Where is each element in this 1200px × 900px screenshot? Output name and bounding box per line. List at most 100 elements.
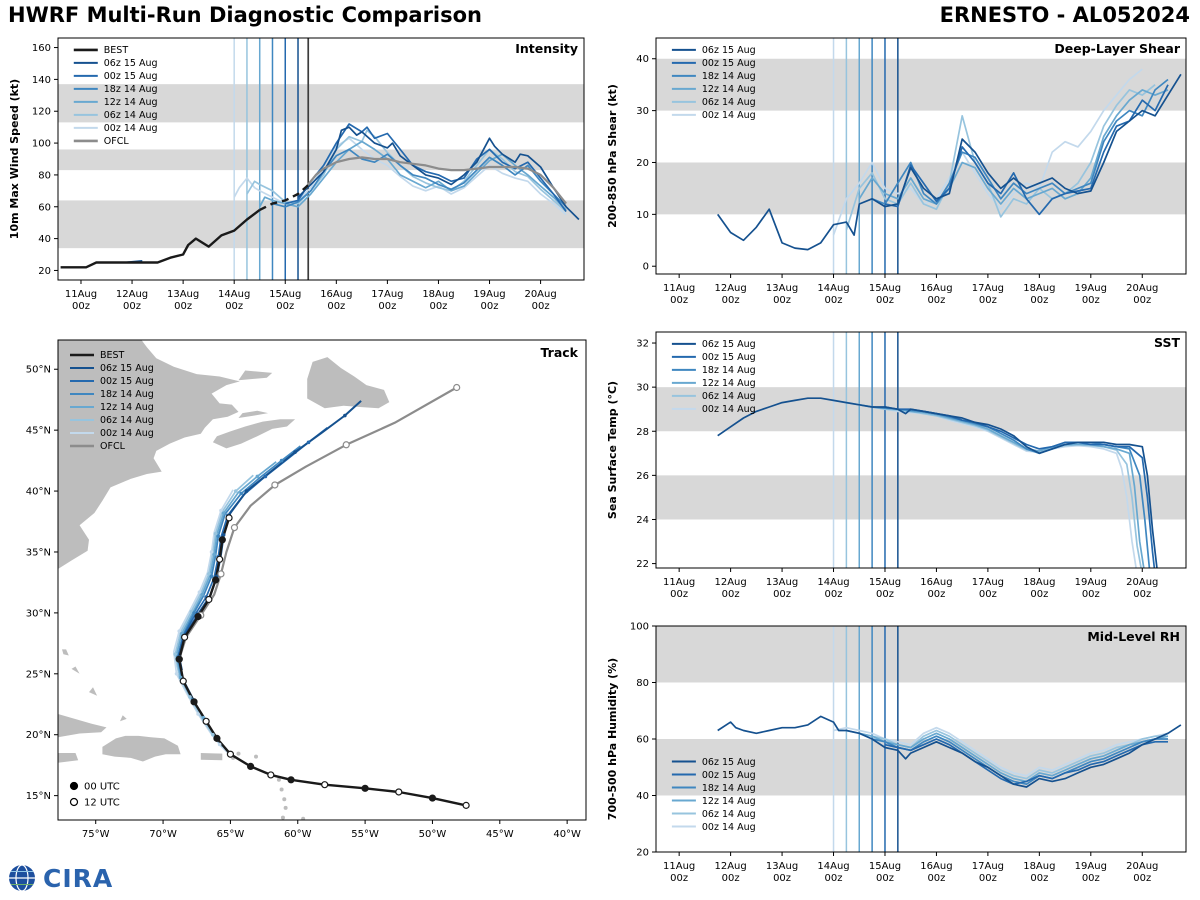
sst-legend: 06z 15 Aug 00z 15 Aug 18z 14 Aug 12z 14 Aug…	[671, 339, 756, 415]
svg-text:45°N: 45°N	[26, 426, 51, 437]
series-00z-14-Aug	[833, 726, 1169, 777]
svg-text:12 UTC: 12 UTC	[84, 798, 120, 809]
svg-text:40: 40	[636, 54, 649, 65]
svg-text:00z: 00z	[773, 589, 791, 600]
svg-text:17Aug: 17Aug	[972, 577, 1004, 588]
shear-ylabel: 200-850 hPa Shear (kt)	[606, 84, 619, 228]
svg-text:18Aug: 18Aug	[1023, 283, 1055, 294]
svg-text:28: 28	[636, 427, 649, 438]
svg-text:00z 14 Aug: 00z 14 Aug	[702, 110, 756, 121]
cira-logo: CIRA	[6, 862, 113, 894]
sst-ylabel: Sea Surface Temp (°C)	[606, 381, 619, 519]
svg-text:00z: 00z	[773, 873, 791, 884]
series-12z-14-Aug	[859, 403, 1145, 568]
track-title: Track	[541, 345, 579, 360]
svg-text:40: 40	[38, 234, 51, 245]
sst-chart: 11Aug00z12Aug00z13Aug00z14Aug00z15Aug00z…	[606, 331, 1187, 600]
svg-text:20Aug: 20Aug	[1126, 861, 1158, 872]
svg-text:40°W: 40°W	[553, 829, 581, 840]
track-legend: BEST 06z 15 Aug 00z 15 Aug 18z 14 Aug 12z 14…	[70, 350, 154, 452]
svg-text:00z: 00z	[327, 301, 345, 312]
svg-text:00z: 00z	[1082, 295, 1100, 306]
utc-marker-legend: 00 UTC 12 UTC	[69, 782, 120, 809]
svg-text:00z: 00z	[1133, 589, 1151, 600]
svg-text:14Aug: 14Aug	[218, 289, 250, 300]
svg-text:20: 20	[38, 266, 51, 277]
series-06z-15-Aug	[297, 126, 580, 221]
svg-text:13Aug: 13Aug	[766, 861, 798, 872]
svg-text:06z 14 Aug: 06z 14 Aug	[104, 110, 158, 121]
svg-text:60°W: 60°W	[284, 829, 312, 840]
series-OFCL	[304, 156, 567, 205]
svg-text:75°W: 75°W	[82, 829, 110, 840]
svg-text:14Aug: 14Aug	[817, 577, 849, 588]
svg-text:00z 15 Aug: 00z 15 Aug	[100, 376, 154, 387]
svg-text:100: 100	[32, 139, 51, 150]
intensity-series	[60, 123, 580, 269]
svg-text:OFCL: OFCL	[104, 136, 130, 147]
track-axes: 75°W 70°W 65°W 60°W 55°W 50°W 45°W 40°W 15°N 20°N…	[26, 365, 581, 840]
track-markers	[173, 383, 470, 809]
svg-text:00z: 00z	[773, 295, 791, 306]
svg-text:06z 14 Aug: 06z 14 Aug	[100, 415, 154, 426]
shear-axes: 11Aug00z12Aug00z13Aug00z14Aug00z15Aug00z…	[636, 54, 1158, 306]
svg-text:00z: 00z	[722, 873, 740, 884]
svg-text:15°N: 15°N	[26, 791, 51, 802]
svg-text:12z 14 Aug: 12z 14 Aug	[100, 402, 154, 413]
svg-text:00z: 00z	[276, 301, 294, 312]
svg-text:00z: 00z	[123, 301, 141, 312]
svg-text:13Aug: 13Aug	[766, 283, 798, 294]
svg-text:00z: 00z	[481, 301, 499, 312]
svg-text:00z: 00z	[722, 295, 740, 306]
svg-text:19Aug: 19Aug	[1075, 861, 1107, 872]
series-06z-15-Aug	[717, 397, 1158, 568]
svg-text:00z: 00z	[927, 873, 945, 884]
svg-text:18z 14 Aug: 18z 14 Aug	[702, 71, 756, 82]
svg-text:00z: 00z	[825, 873, 843, 884]
svg-text:40: 40	[636, 791, 649, 802]
svg-text:18z 14 Aug: 18z 14 Aug	[100, 389, 154, 400]
series-00z-14-Aug	[832, 68, 1143, 236]
intensity-legend: BEST 06z 15 Aug 00z 15 Aug 18z 14 Aug 12z 14…	[73, 45, 158, 147]
svg-text:32: 32	[636, 339, 649, 350]
svg-text:14Aug: 14Aug	[817, 861, 849, 872]
cira-globe-icon	[9, 864, 35, 892]
svg-text:00z: 00z	[825, 295, 843, 306]
svg-text:20°N: 20°N	[26, 730, 51, 741]
series-06z-15-Aug	[717, 73, 1182, 251]
svg-text:140: 140	[32, 75, 51, 86]
svg-text:60: 60	[38, 202, 51, 213]
svg-text:06z 15 Aug: 06z 15 Aug	[104, 58, 158, 69]
svg-text:120: 120	[32, 107, 51, 118]
svg-text:15Aug: 15Aug	[869, 577, 901, 588]
svg-text:00z: 00z	[979, 873, 997, 884]
svg-text:20: 20	[636, 158, 649, 169]
page-title: HWRF Multi-Run Diagnostic Comparison	[8, 3, 483, 27]
svg-text:OFCL: OFCL	[100, 441, 126, 452]
rh-chart: 11Aug00z12Aug00z13Aug00z14Aug00z15Aug00z…	[606, 622, 1187, 884]
svg-text:00z 15 Aug: 00z 15 Aug	[104, 71, 158, 82]
series-18z-14-Aug	[871, 78, 1169, 205]
svg-text:12z 14 Aug: 12z 14 Aug	[702, 378, 756, 389]
intensity-axes: 11Aug00z12Aug00z13Aug00z14Aug00z15Aug00z…	[32, 43, 557, 312]
intensity-background	[58, 38, 584, 280]
shear-legend: 06z 15 Aug 00z 15 Aug 18z 14 Aug 12z 14 Aug…	[671, 45, 756, 121]
svg-text:00z 14 Aug: 00z 14 Aug	[104, 123, 158, 134]
svg-text:11Aug: 11Aug	[663, 283, 695, 294]
series-12z-14-Aug	[258, 140, 567, 211]
svg-text:12z 14 Aug: 12z 14 Aug	[702, 84, 756, 95]
svg-text:50°W: 50°W	[419, 829, 447, 840]
svg-text:80: 80	[636, 678, 649, 689]
storm-id: ERNESTO - AL052024	[939, 3, 1190, 27]
svg-text:00z: 00z	[225, 301, 243, 312]
rh-series	[717, 715, 1182, 788]
svg-text:00z 14 Aug: 00z 14 Aug	[100, 428, 154, 439]
svg-text:00z 15 Aug: 00z 15 Aug	[702, 58, 756, 69]
svg-text:19Aug: 19Aug	[473, 289, 505, 300]
svg-text:17Aug: 17Aug	[972, 283, 1004, 294]
svg-text:00z: 00z	[532, 301, 550, 312]
init-time-lines	[832, 332, 899, 568]
svg-text:70°W: 70°W	[149, 829, 177, 840]
track-map: 75°W 70°W 65°W 60°W 55°W 50°W 45°W 40°W 15°N 20°N…	[26, 339, 587, 840]
